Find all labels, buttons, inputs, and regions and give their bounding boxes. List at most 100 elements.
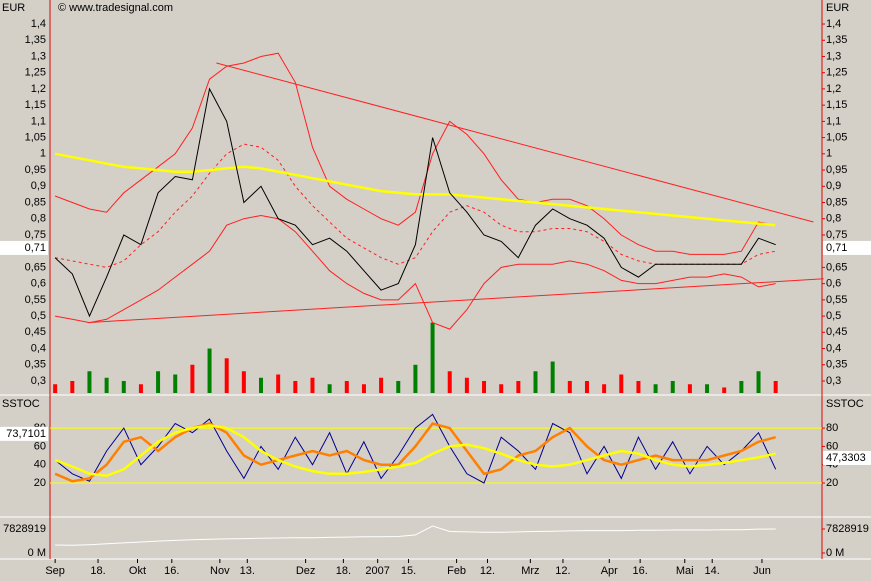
y-tick-label: 1,2 [31, 83, 46, 95]
last-value-box [0, 240, 48, 255]
y-tick-label: 0,3 [826, 375, 841, 387]
volume-bar [70, 380, 75, 393]
volume-bar [396, 380, 401, 393]
y-tick-label: 1 [826, 148, 832, 160]
y-tick-label: 0,6 [31, 278, 46, 290]
y-tick-label: 0,8 [31, 213, 46, 225]
series-line [54, 152, 776, 227]
x-tick-label: Dez [296, 565, 316, 577]
copyright: © www.tradesignal.com [58, 2, 173, 14]
currency-label: EUR [2, 2, 25, 14]
y-tick-label: 1,2 [826, 83, 841, 95]
x-tick-label: 16. [164, 565, 179, 577]
currency-label: EUR [826, 2, 849, 14]
volume-bar [533, 371, 538, 393]
volume-bar [293, 380, 298, 393]
volume-bar [567, 380, 572, 393]
series-line [55, 214, 776, 330]
value-marker-label: 73,7101 [6, 428, 46, 440]
volume-bar [241, 371, 246, 393]
volume-bar [310, 377, 315, 393]
x-tick-label: Mrz [521, 565, 539, 577]
y-tick-label: 0,4 [31, 342, 46, 354]
series-line [54, 87, 776, 318]
volume-bar [722, 387, 727, 393]
x-tick-label: Feb [447, 565, 466, 577]
y-tick-label: 20 [826, 477, 838, 489]
volume-bar [413, 364, 418, 393]
volume-bar [773, 380, 778, 393]
volume-bar [464, 377, 469, 393]
volume-bar [87, 371, 92, 393]
series-line [54, 413, 777, 484]
x-tick-label: 12. [555, 565, 570, 577]
y-tick-label: 0,75 [25, 229, 46, 241]
volume-bar [156, 371, 161, 393]
volume-bar [344, 380, 349, 393]
indicator-label: SSTOC [2, 398, 40, 410]
y-tick-label: 40 [34, 459, 46, 471]
y-tick-label: 1,15 [25, 99, 46, 111]
y-tick-label: 0,75 [826, 229, 847, 241]
volume-bar [584, 380, 589, 393]
volume-bar [619, 374, 624, 393]
last-value-box [823, 240, 871, 255]
value-marker-label: 47,3303 [826, 452, 866, 464]
y-tick-label: 0,9 [826, 180, 841, 192]
volume-bar [653, 384, 658, 393]
trendline [216, 62, 814, 223]
volume-bar [173, 374, 178, 393]
volume-bar [687, 384, 692, 393]
y-tick-label: 1,05 [25, 132, 46, 144]
x-tick-label: Jun [753, 565, 771, 577]
y-tick-label: 0,85 [25, 196, 46, 208]
volume-bar [121, 380, 126, 393]
y-tick-label: 0,5 [826, 310, 841, 322]
y-tick-label: 80 [826, 422, 838, 434]
volume-bar [138, 384, 143, 393]
series-line [54, 424, 776, 477]
value-marker-box [0, 426, 48, 441]
last-value-label: 0,71 [25, 242, 46, 254]
trendline [87, 278, 824, 324]
x-tick-label: 16. [633, 565, 648, 577]
volume-bar [430, 322, 435, 393]
volume-bar [276, 374, 281, 393]
volume-bar [756, 371, 761, 393]
volume-bar [670, 380, 675, 393]
volume-bar [361, 384, 366, 393]
y-tick-label: 1,4 [826, 18, 841, 30]
y-tick-label: 0,8 [826, 213, 841, 225]
y-tick-label: 0,6 [826, 278, 841, 290]
y-tick-label: 1,4 [31, 18, 46, 30]
y-tick-label: 0,85 [826, 196, 847, 208]
volume-bar [104, 377, 109, 393]
y-tick-label: 7828919 [826, 523, 869, 535]
series-line [54, 422, 777, 483]
y-tick-label: 0,4 [826, 342, 841, 354]
y-tick-label: 60 [826, 440, 838, 452]
y-tick-label: 60 [34, 440, 46, 452]
y-tick-label: 1,3 [31, 50, 46, 62]
y-tick-label: 0,5 [31, 310, 46, 322]
last-value-label: 0,71 [826, 242, 847, 254]
volume-bar [224, 358, 229, 393]
x-tick-label: 18. [90, 565, 105, 577]
x-tick-label: Mai [676, 565, 694, 577]
y-tick-label: 0,55 [826, 294, 847, 306]
volume-bar [379, 377, 384, 393]
y-tick-label: 1,35 [826, 34, 847, 46]
volume-bar [636, 380, 641, 393]
x-tick-label: Apr [601, 565, 618, 577]
volume-bar [190, 364, 195, 393]
y-tick-label: 1,15 [826, 99, 847, 111]
y-tick-label: 0,55 [25, 294, 46, 306]
x-tick-label: Okt [129, 565, 146, 577]
y-tick-label: 0,65 [826, 261, 847, 273]
volume-bar [327, 384, 332, 393]
volume-bar [482, 380, 487, 393]
x-tick-label: Sep [45, 565, 65, 577]
x-tick-label: Nov [210, 565, 230, 577]
